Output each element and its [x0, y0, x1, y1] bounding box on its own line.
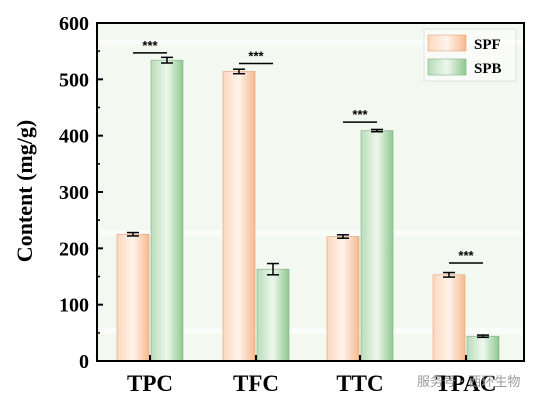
error-bar-spf-ttc [337, 234, 349, 239]
legend-label-spf: SPF [474, 37, 501, 53]
bar-spb-tpc [150, 59, 184, 362]
error-bars-group [127, 56, 489, 339]
bar-spf-tfc [222, 71, 256, 362]
background-bands [97, 40, 524, 334]
x-tick-label: TPC [127, 371, 173, 396]
y-tick-label: 600 [59, 13, 89, 35]
bar-spb-ttc [360, 130, 394, 362]
bar-spf-tpac [432, 274, 466, 362]
legend-label-spb: SPB [474, 61, 502, 77]
y-tick-label: 0 [79, 351, 89, 373]
legend-swatch-spb [427, 58, 467, 76]
error-bar-spf-tpac [443, 271, 455, 278]
axes-group: 0 100 200 300 400 500 600 TPC TFC TTC TPAC [59, 13, 525, 396]
error-bar-spb-ttc [371, 128, 383, 133]
y-tick-label: 200 [59, 238, 89, 260]
error-bar-spf-tpc [127, 231, 139, 237]
y-tick-label: 300 [59, 182, 89, 204]
error-bar-spb-tpac [477, 334, 489, 339]
legend: SPF SPB [423, 28, 517, 82]
x-tick-label: TPAC [436, 371, 497, 396]
bar-spf-ttc [326, 236, 360, 362]
x-tick-label: TFC [233, 371, 279, 396]
y-tick-label: 100 [59, 295, 89, 317]
background-band [97, 230, 524, 236]
background-band [97, 328, 524, 334]
significance-group: *** *** *** *** [133, 38, 483, 264]
bar-spf-tpc [116, 233, 150, 362]
error-bar-spb-tpc [161, 56, 173, 64]
significance-label: *** [142, 38, 158, 53]
significance-label: *** [458, 248, 474, 263]
bar-spb-tpac [466, 335, 500, 362]
error-bar-spb-tfc [267, 262, 279, 276]
x-tick-label: TTC [336, 371, 383, 396]
watermark-text: 服务号 · 西环生物 [417, 374, 520, 390]
bar-spb-tfc [256, 268, 290, 362]
y-axis-title: Content (mg/g) [12, 120, 37, 262]
error-bar-spf-tfc [233, 68, 245, 75]
significance-label: *** [248, 49, 264, 64]
y-tick-label: 500 [59, 69, 89, 91]
significance-label: *** [352, 107, 368, 122]
background-band [97, 40, 524, 45]
y-tick-label: 400 [59, 126, 89, 148]
legend-swatch-spf [427, 34, 467, 52]
